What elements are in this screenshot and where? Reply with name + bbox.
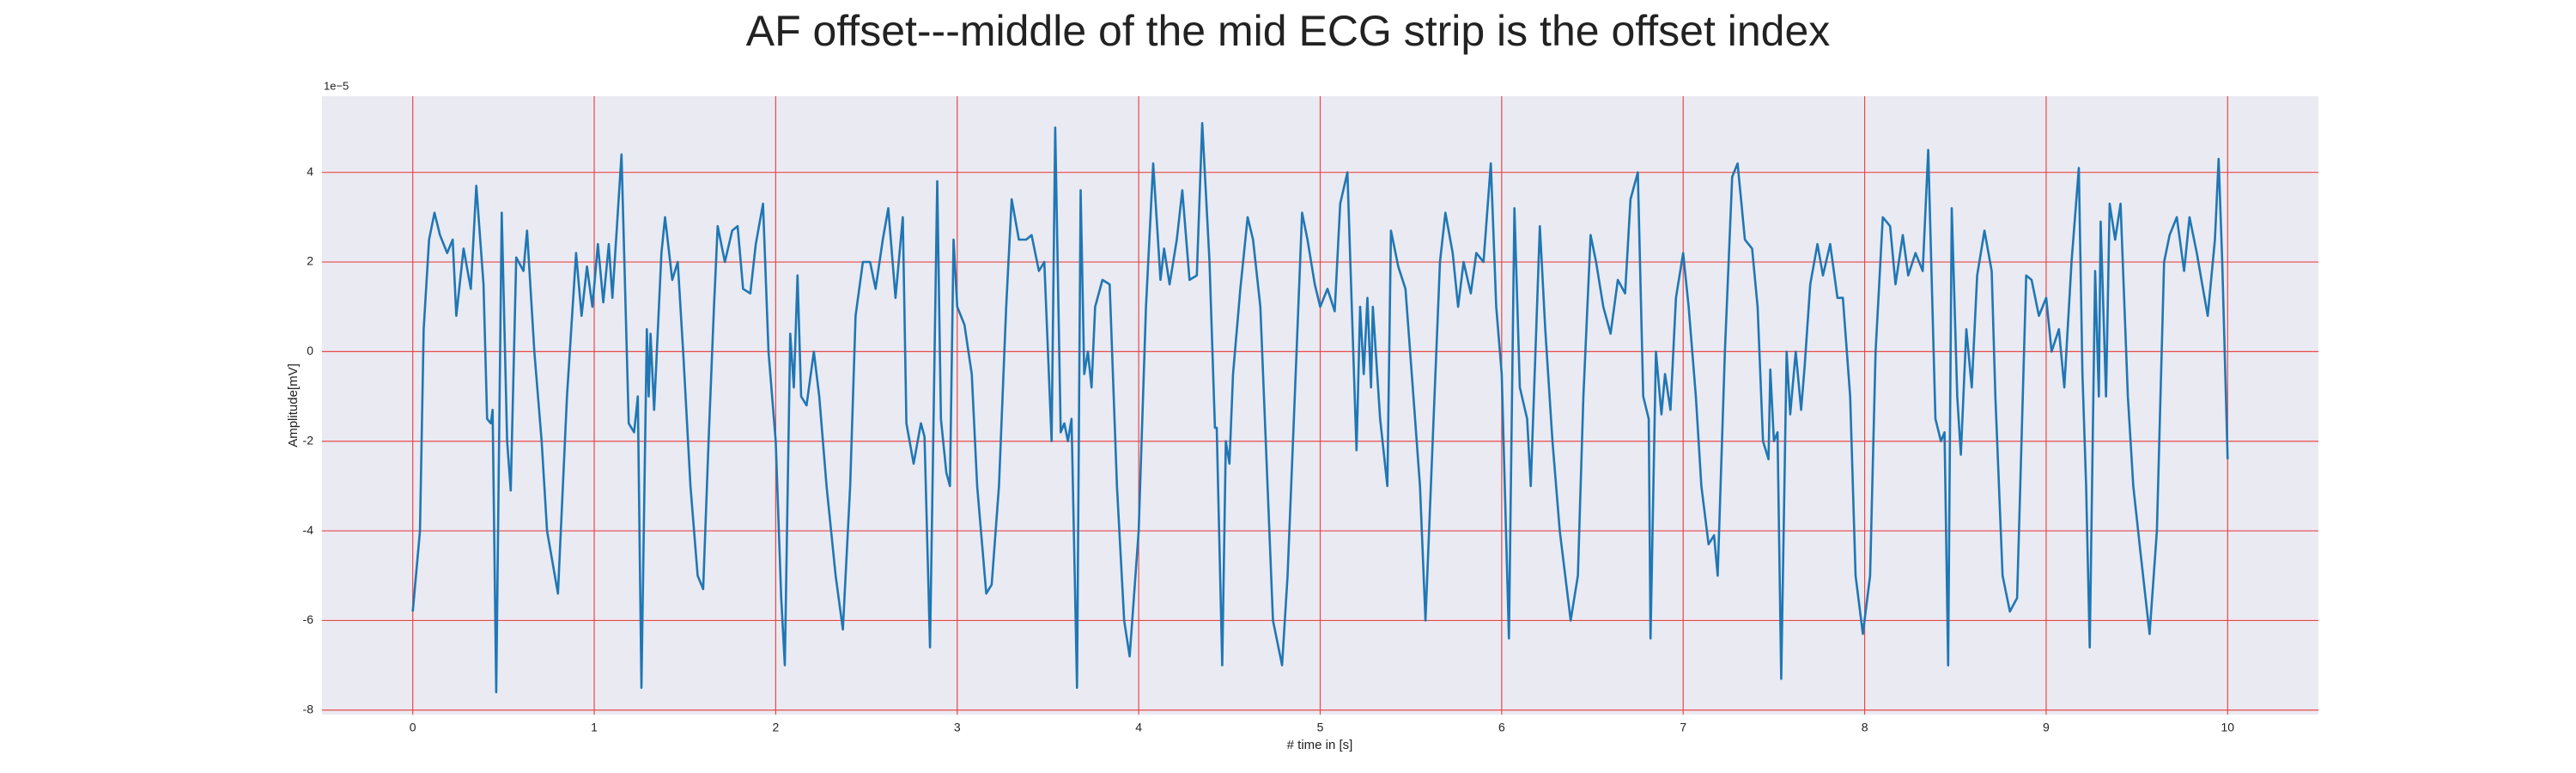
y-tick-label: -4 [303,523,314,537]
x-axis-label: # time in [s] [1287,738,1353,752]
y-tick-label: -8 [303,702,314,715]
y-tick-label: -6 [303,612,314,626]
x-tick-label: 3 [954,721,961,734]
y-tick-label: -2 [303,433,314,447]
y-tick-label: 4 [307,164,313,178]
x-tick-label: 2 [773,721,780,734]
x-tick-label: 1 [591,721,598,734]
marks [411,122,2229,694]
ecg-line [411,122,2229,694]
x-tick-label: 5 [1317,721,1324,734]
x-tick-label: 0 [410,721,416,734]
x-tick-label: 8 [1862,721,1868,734]
x-tick-label: 4 [1135,721,1142,734]
y-tick-label: 0 [307,344,313,357]
x-tick-label: 7 [1680,721,1686,734]
x-tick-label: 10 [2221,721,2235,734]
x-tick-label: 9 [2043,721,2050,734]
y-tick-label: 2 [307,254,313,268]
y-axis-label: Amplitude[mV] [286,363,301,447]
chart-title: AF offset---middle of the mid ECG strip … [746,7,1831,55]
x-tick-label: 6 [1498,721,1505,734]
grid [322,96,2318,715]
offset-label: 1e−5 [324,79,349,92]
